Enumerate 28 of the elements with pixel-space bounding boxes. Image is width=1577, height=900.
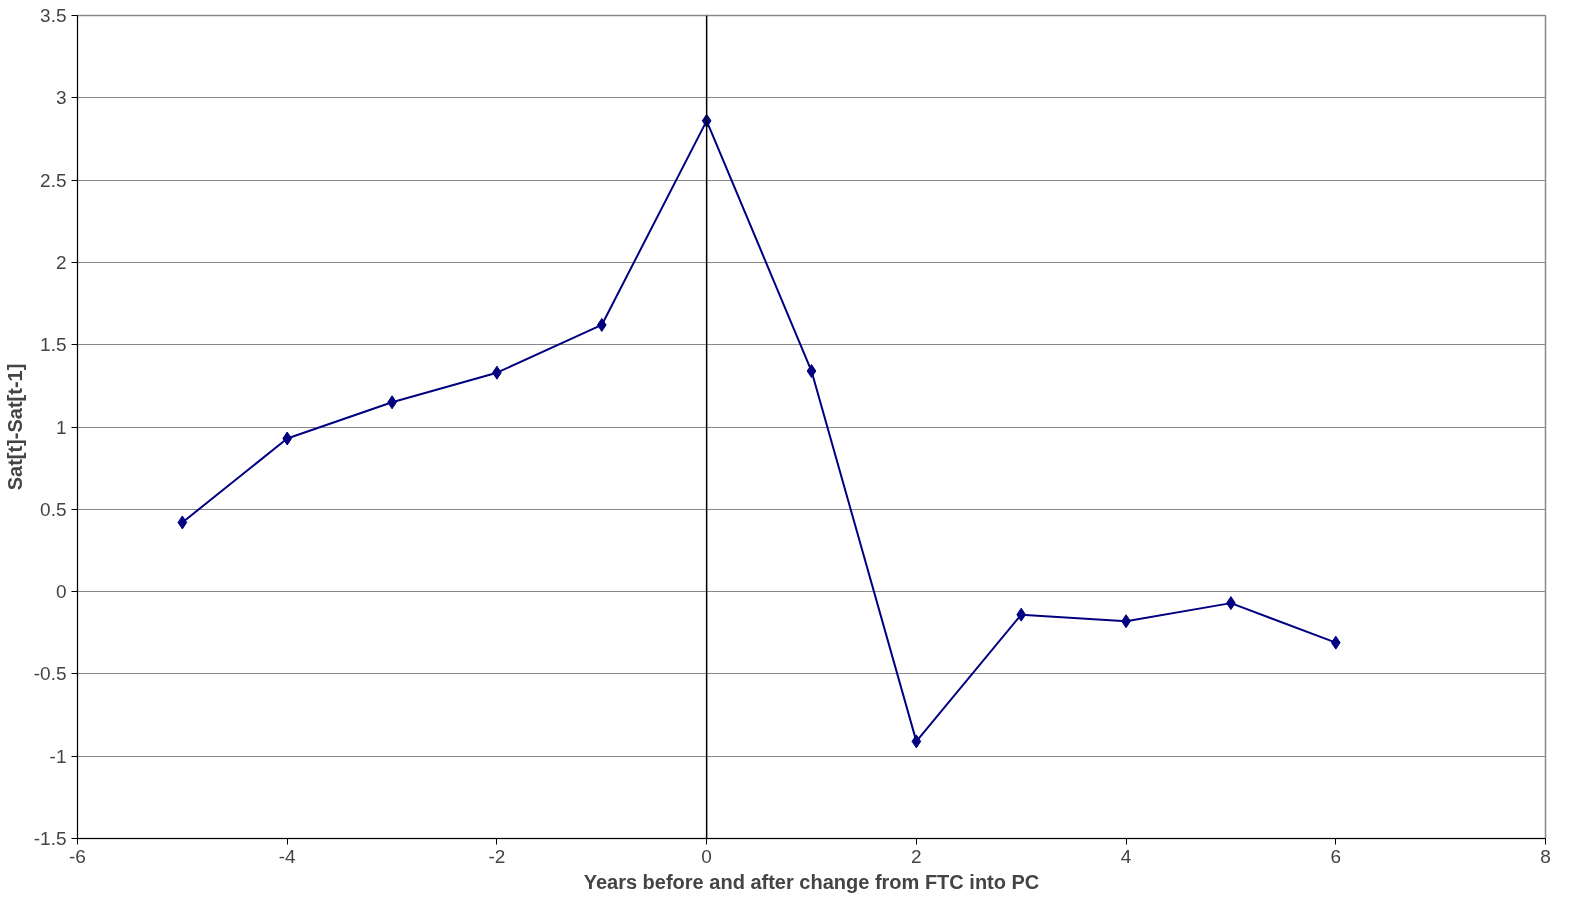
point <box>806 364 817 379</box>
y-tick-label: 1.5 <box>40 334 67 356</box>
y-tick-label: -0.5 <box>33 663 67 685</box>
x-tick-label: -4 <box>278 845 297 867</box>
y-tick-label: 3 <box>55 87 67 109</box>
x-tick-label: -6 <box>69 845 86 867</box>
y-tick-label: 2 <box>55 251 67 273</box>
x-tick-label: 4 <box>1120 845 1132 867</box>
y-tick-label: -1.5 <box>33 828 67 849</box>
point <box>282 431 293 446</box>
x-tick-label: -2 <box>488 845 506 867</box>
y-tick-label: -1 <box>49 745 67 767</box>
x-tick-label: 6 <box>1330 845 1342 867</box>
x-tick-label: 2 <box>911 845 922 867</box>
point <box>596 317 607 332</box>
x-tick-label: 8 <box>1540 845 1551 867</box>
point <box>1330 635 1341 650</box>
x-tick-label: 0 <box>701 845 712 867</box>
point <box>911 734 922 749</box>
y-tick-label: 0.5 <box>40 498 67 520</box>
y-tick-label: 2.5 <box>40 169 67 191</box>
y-tick-label: 1 <box>55 416 67 438</box>
y-tick-label: 3.5 <box>40 5 67 26</box>
point <box>177 515 188 530</box>
y-axis-title: Sat[t]-Sat[t-1] <box>3 363 26 491</box>
x-axis-title: Years before and after change from FTC into PC <box>583 870 1040 893</box>
y-tick-label: 0 <box>55 581 67 603</box>
point <box>1016 607 1027 622</box>
